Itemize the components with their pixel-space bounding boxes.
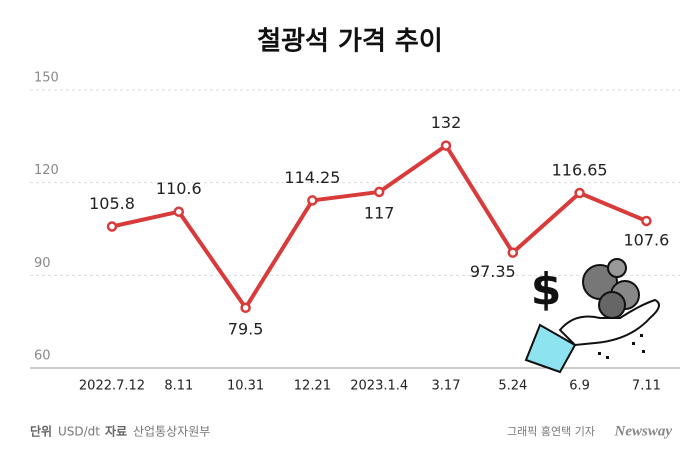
credit: 그래픽 홍연택 기자: [507, 424, 595, 438]
hand: [558, 298, 660, 347]
rock: [598, 291, 626, 319]
data-label: 107.6: [623, 230, 669, 249]
x-tick-label: 12.21: [294, 379, 331, 394]
point: [373, 186, 385, 198]
point: [173, 206, 185, 217]
x-tick-label: 5.24: [498, 379, 527, 394]
x-tick-label: 2022.7.12: [79, 379, 145, 394]
illustration: $: [524, 258, 660, 374]
data-label: 116.65: [552, 161, 608, 180]
data-label: 114.25: [284, 168, 340, 187]
x-tick-label: 2023.1.4: [350, 379, 408, 394]
data-label: 132: [431, 113, 462, 132]
unit-label: 단위: [30, 424, 52, 439]
point: [641, 215, 652, 227]
point: [240, 302, 251, 314]
data-label: 105.8: [89, 194, 135, 213]
x-tick-label: 6.9: [569, 379, 590, 394]
source: 산업통상자원부: [133, 425, 210, 439]
dust: [640, 334, 643, 337]
y-tick-label: 150: [34, 71, 59, 86]
point: [440, 140, 452, 151]
x-tick-label: 7.11: [632, 379, 661, 394]
dust: [606, 356, 609, 359]
point: [507, 247, 519, 258]
dust: [642, 350, 645, 353]
data-label: 97.35: [470, 262, 516, 281]
chart-title: 철광석 가격 추이: [257, 27, 443, 57]
dust: [632, 342, 635, 345]
y-tick-label: 90: [34, 256, 51, 271]
x-tick-label: 3.17: [432, 379, 461, 394]
brand: Newsway: [614, 423, 673, 439]
data-label: 117: [364, 203, 395, 222]
dollar-icon: $: [531, 264, 562, 315]
unit: USD/dt: [58, 425, 100, 439]
x-tick-label: 10.31: [227, 379, 264, 394]
x-tick-label: 8.11: [164, 379, 193, 394]
point: [574, 187, 585, 199]
point: [307, 195, 318, 206]
sleeve: [524, 323, 577, 374]
source-label: 자료: [105, 424, 127, 439]
rock: [607, 258, 627, 278]
y-tick-label: 120: [34, 163, 59, 178]
dust: [598, 352, 601, 355]
y-tick-label: 60: [34, 349, 51, 364]
data-label: 79.5: [228, 319, 264, 338]
data-label: 110.6: [156, 179, 202, 198]
point: [106, 221, 118, 232]
